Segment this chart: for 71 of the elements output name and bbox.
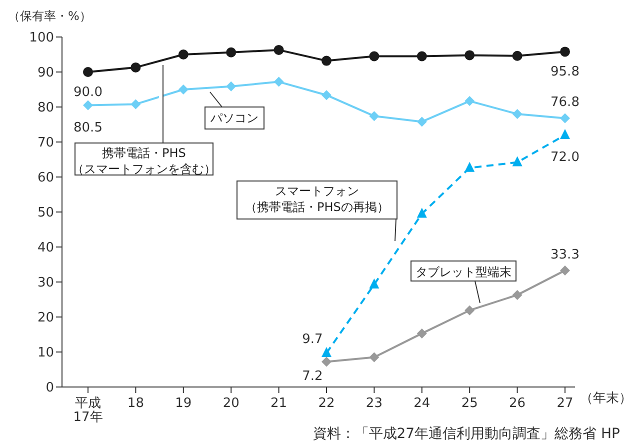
data-label: 33.3 — [550, 247, 580, 262]
y-tick-label: 20 — [37, 310, 54, 326]
data-label: 72.0 — [550, 150, 580, 165]
x-tick-label: 26 — [509, 396, 526, 411]
x-tick-label: 19 — [175, 396, 192, 411]
x-tick-label: 20 — [222, 396, 240, 411]
point — [369, 278, 380, 288]
y-tick-label: 90 — [37, 66, 54, 81]
text: 資料：「平成27年通信利用動向調査」総務省 HP — [312, 426, 620, 442]
point — [416, 51, 427, 62]
point — [322, 90, 332, 100]
point — [274, 44, 284, 55]
x-tick-label: 22 — [318, 396, 335, 411]
point — [322, 56, 332, 66]
data-label: 7.2 — [302, 368, 323, 384]
point — [512, 109, 522, 119]
point — [178, 84, 188, 94]
y-tick-label: 10 — [37, 346, 54, 361]
text: 携帯電話・PHS（スマートフォンを含む） — [72, 146, 216, 176]
series-label: パソコン — [210, 111, 258, 125]
point — [369, 111, 380, 122]
point — [130, 62, 141, 72]
point — [226, 47, 236, 58]
point — [322, 347, 332, 358]
y-tick-label: 50 — [37, 206, 54, 221]
y-axis-title: （保有率・%） — [8, 9, 92, 23]
x-tick-label: 24 — [414, 396, 430, 411]
y-tick-label: 60 — [37, 170, 54, 186]
x-axis-title: （年末） — [580, 391, 628, 406]
data-label: 95.8 — [550, 64, 580, 80]
text: スマートフォン（携帯電話・PHSの再掲） — [245, 184, 389, 214]
point — [464, 96, 475, 106]
y-tick-label: 100 — [29, 30, 54, 46]
point — [560, 129, 570, 139]
data-label: 90.0 — [74, 85, 102, 100]
point — [130, 99, 141, 110]
y-tick-label: 30 — [37, 276, 54, 291]
point — [512, 156, 522, 166]
point — [416, 328, 427, 338]
point — [416, 116, 427, 127]
point — [560, 113, 570, 124]
point — [464, 162, 475, 172]
point — [83, 67, 93, 77]
data-label: 76.8 — [550, 95, 580, 110]
x-tick-label: 25 — [461, 396, 478, 411]
point — [464, 305, 475, 316]
y-tick-label: 40 — [37, 240, 54, 256]
y-tick-label: 80 — [37, 100, 54, 116]
x-tick-label: 平成 17年 — [73, 396, 103, 425]
point — [560, 265, 570, 276]
data-label: 9.7 — [302, 332, 323, 348]
point — [369, 51, 380, 62]
series-label: タブレット型端末 — [416, 265, 512, 279]
data-label: 80.5 — [74, 120, 102, 136]
y-tick-label: 70 — [37, 136, 54, 151]
x-tick-label: 18 — [127, 396, 144, 411]
point — [369, 352, 380, 362]
point — [178, 50, 188, 60]
point — [83, 100, 93, 110]
point — [512, 50, 522, 61]
x-tick-label: 23 — [366, 396, 382, 411]
point — [416, 208, 427, 218]
x-tick-label: 21 — [270, 396, 288, 411]
point — [560, 46, 570, 57]
point — [464, 50, 475, 60]
point — [226, 81, 236, 92]
x-tick-label: 27 — [556, 396, 574, 411]
y-tick-label: 0 — [46, 380, 54, 396]
point — [274, 76, 284, 87]
point — [512, 290, 522, 300]
point — [322, 356, 332, 367]
